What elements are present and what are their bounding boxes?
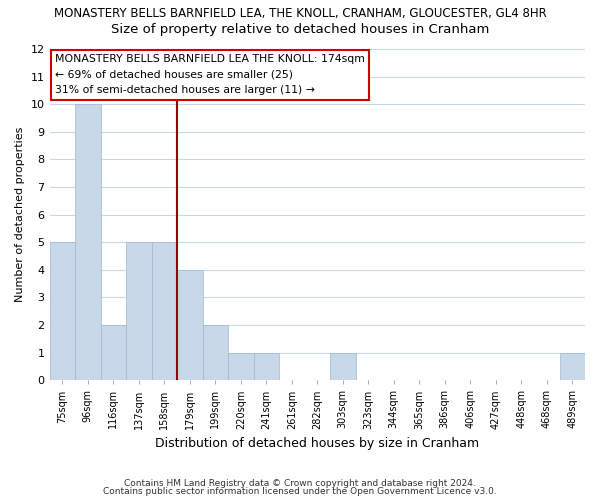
Bar xyxy=(126,242,152,380)
Text: Contains public sector information licensed under the Open Government Licence v3: Contains public sector information licen… xyxy=(103,487,497,496)
Bar xyxy=(101,325,126,380)
Text: MONASTERY BELLS BARNFIELD LEA THE KNOLL: 174sqm
← 69% of detached houses are sma: MONASTERY BELLS BARNFIELD LEA THE KNOLL:… xyxy=(55,54,365,95)
Bar xyxy=(75,104,101,380)
Bar xyxy=(330,352,356,380)
Bar xyxy=(254,352,279,380)
X-axis label: Distribution of detached houses by size in Cranham: Distribution of detached houses by size … xyxy=(155,437,479,450)
Text: MONASTERY BELLS BARNFIELD LEA, THE KNOLL, CRANHAM, GLOUCESTER, GL4 8HR: MONASTERY BELLS BARNFIELD LEA, THE KNOLL… xyxy=(53,8,547,20)
Bar xyxy=(203,325,228,380)
Bar xyxy=(152,242,177,380)
Text: Size of property relative to detached houses in Cranham: Size of property relative to detached ho… xyxy=(111,22,489,36)
Bar xyxy=(560,352,585,380)
Y-axis label: Number of detached properties: Number of detached properties xyxy=(15,127,25,302)
Bar xyxy=(177,270,203,380)
Bar xyxy=(228,352,254,380)
Text: Contains HM Land Registry data © Crown copyright and database right 2024.: Contains HM Land Registry data © Crown c… xyxy=(124,478,476,488)
Bar xyxy=(50,242,75,380)
